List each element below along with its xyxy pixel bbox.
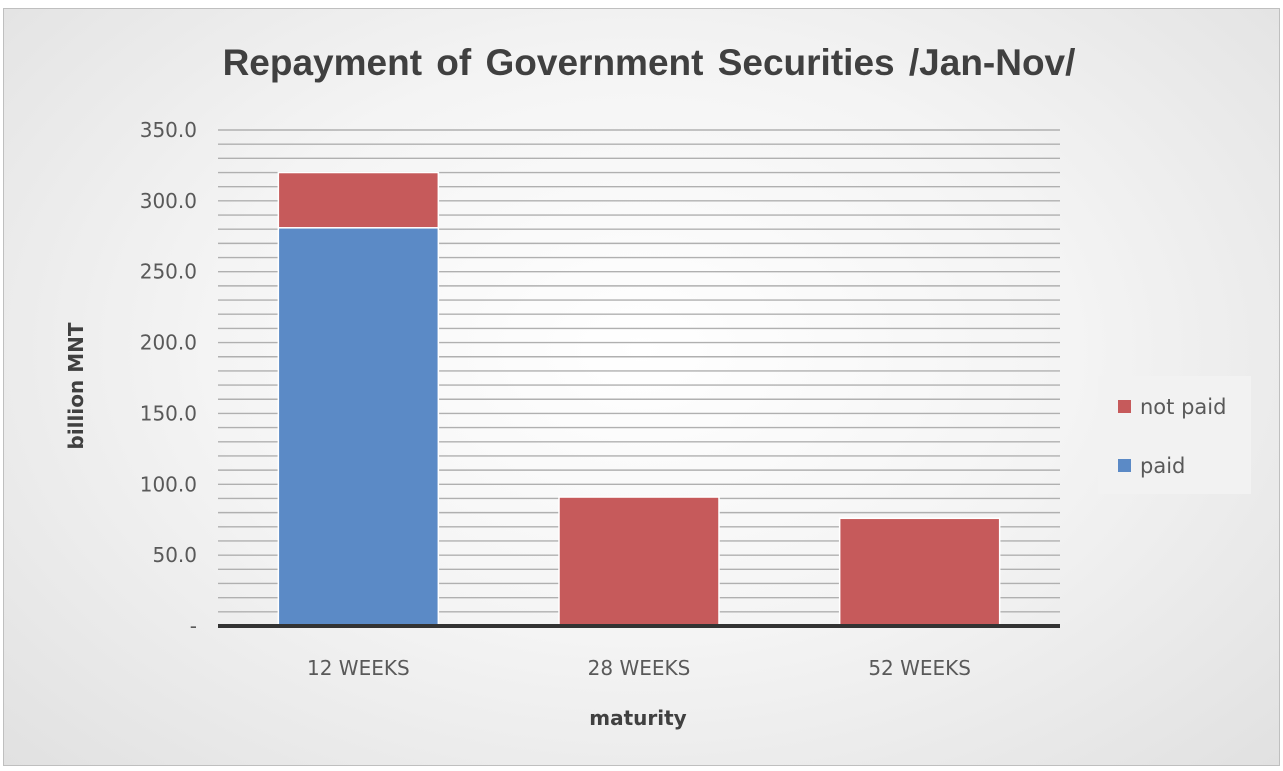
y-tick-label: 300.0	[140, 189, 197, 213]
y-tick-label: 100.0	[140, 472, 197, 496]
x-tick-labels: 12 WEEKS 28 WEEKS 52 WEEKS	[307, 656, 971, 680]
bar-segment-not-paid	[558, 496, 720, 627]
y-tick-label: -	[190, 614, 197, 638]
x-axis-title: maturity	[589, 706, 686, 730]
chart-title: Repayment of Government Securities /Jan-…	[223, 42, 1076, 83]
legend-box	[1098, 376, 1251, 494]
chart-svg: Repayment of Government Securities /Jan-…	[64, 42, 1251, 730]
bar-segment-paid	[277, 227, 440, 627]
chart-area: Repayment of Government Securities /Jan-…	[3, 8, 1280, 766]
legend-swatch	[1118, 400, 1131, 413]
legend-label: not paid	[1140, 395, 1226, 419]
x-tick-label: 12 WEEKS	[307, 656, 410, 680]
legend-swatch	[1118, 459, 1131, 472]
y-tick-label: 350.0	[140, 118, 197, 142]
bar-segment-not-paid	[277, 171, 440, 229]
y-tick-labels: - 50.0 100.0 150.0 200.0 250.0 300.0 350.0	[140, 118, 197, 638]
y-tick-label: 150.0	[140, 401, 197, 425]
x-tick-label: 52 WEEKS	[868, 656, 971, 680]
bar-segment-not-paid	[838, 517, 1001, 627]
legend: not paid paid	[1098, 376, 1251, 494]
y-axis-title: billion MNT	[64, 322, 88, 449]
y-tick-label: 250.0	[140, 260, 197, 284]
x-tick-label: 28 WEEKS	[588, 656, 691, 680]
legend-label: paid	[1140, 454, 1185, 478]
y-tick-label: 200.0	[140, 331, 197, 355]
y-tick-label: 50.0	[152, 543, 197, 567]
bars	[218, 171, 1060, 628]
